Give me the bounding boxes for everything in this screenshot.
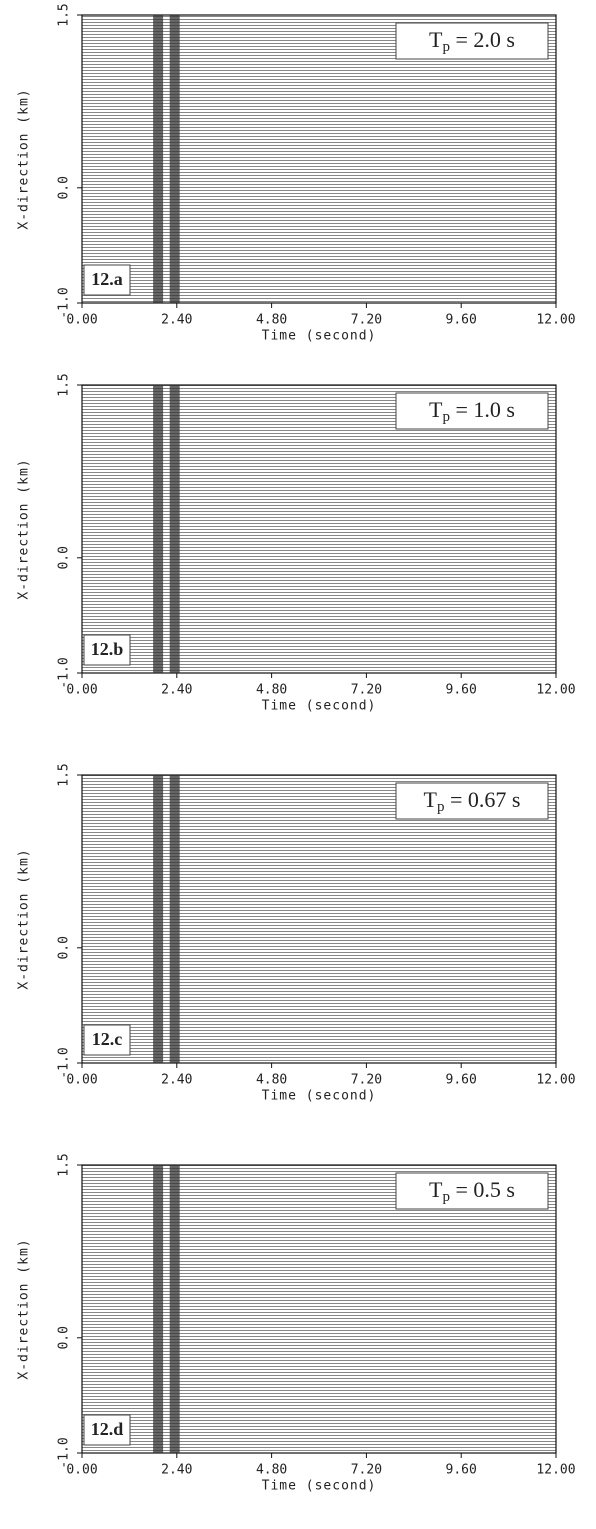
x-tick-label: 2.40 xyxy=(161,1073,192,1088)
y-tick-label: -1.0 xyxy=(57,287,72,318)
x-tick-label: 0.00 xyxy=(66,1463,97,1478)
annotation-rest: = 1.0 s xyxy=(450,397,515,422)
annotation-rest: = 0.67 s xyxy=(444,787,520,812)
panel-label-box xyxy=(83,264,131,296)
x-tick-label: 12.00 xyxy=(536,1073,575,1088)
x-tick-label: 2.40 xyxy=(161,1463,192,1478)
panel-label: 12.a xyxy=(91,269,123,289)
arrival-band xyxy=(153,1165,164,1453)
panel-label: 12.d xyxy=(91,1419,124,1439)
annotation: Tp = 0.5 s xyxy=(429,1177,515,1205)
panel: 0.00 2.40 4.80 7.20 9.60 12.00 -1.0 0.0 1.5 Time … xyxy=(17,763,576,1103)
x-tick-label: 12.00 xyxy=(536,1463,575,1478)
x-tick-label: 9.60 xyxy=(446,1463,477,1478)
x-tick-label: 12.00 xyxy=(536,313,575,328)
annotation-box xyxy=(395,22,549,60)
annotation-symbol: T xyxy=(424,787,438,812)
x-tick-label: 0.00 xyxy=(66,1073,97,1088)
panel: 0.00 2.40 4.80 7.20 9.60 12.00 -1.0 0.0 1.5 Time … xyxy=(17,373,576,713)
arrival-band xyxy=(169,775,180,1063)
x-tick-label: 4.80 xyxy=(256,683,287,698)
panel: 0.00 2.40 4.80 7.20 9.60 12.00 -1.0 0.0 1.5 Time … xyxy=(17,3,576,343)
x-tick-label: 2.40 xyxy=(161,313,192,328)
y-tick-label: -1.0 xyxy=(57,1437,72,1468)
y-tick-label: 0.0 xyxy=(57,176,72,199)
annotation: Tp = 0.67 s xyxy=(424,787,521,815)
x-tick-label: 7.20 xyxy=(351,683,382,698)
panel-label: 12.c xyxy=(92,1029,123,1049)
annotation-subscript: p xyxy=(437,799,445,815)
x-tick-label: 9.60 xyxy=(446,1073,477,1088)
x-tick-label: 7.20 xyxy=(351,313,382,328)
x-tick-label: 4.80 xyxy=(256,1463,287,1478)
x-tick-label: 2.40 xyxy=(161,683,192,698)
panel-label-box xyxy=(83,1414,131,1446)
y-tick-label: 1.5 xyxy=(57,1153,72,1176)
y-tick-label: 0.0 xyxy=(57,936,72,959)
annotation-box xyxy=(395,1172,549,1210)
arrival-band xyxy=(169,385,180,673)
x-axis-label: Time (second) xyxy=(262,329,377,344)
annotation-subscript: p xyxy=(442,409,450,425)
annotation-box xyxy=(395,782,549,820)
x-axis-label: Time (second) xyxy=(262,699,377,714)
annotation-symbol: T xyxy=(429,1177,443,1202)
x-tick-label: 4.80 xyxy=(256,313,287,328)
y-tick-label: 1.5 xyxy=(57,763,72,786)
y-axis-label: X-direction (km) xyxy=(17,458,32,599)
y-axis-label: X-direction (km) xyxy=(17,848,32,989)
y-tick-label: 0.0 xyxy=(57,1326,72,1349)
arrival-band xyxy=(169,1165,180,1453)
annotation: Tp = 2.0 s xyxy=(429,27,515,55)
x-tick-label: 0.00 xyxy=(66,313,97,328)
annotation-box xyxy=(395,392,549,430)
x-tick-label: 7.20 xyxy=(351,1073,382,1088)
y-tick-label: 1.5 xyxy=(57,3,72,26)
x-tick-label: 9.60 xyxy=(446,313,477,328)
y-axis-label: X-direction (km) xyxy=(17,88,32,229)
y-tick-label: 0.0 xyxy=(57,546,72,569)
arrival-band xyxy=(153,15,164,303)
x-tick-label: 0.00 xyxy=(66,683,97,698)
x-tick-label: 9.60 xyxy=(446,683,477,698)
panel: 0.00 2.40 4.80 7.20 9.60 12.00 -1.0 0.0 1.5 Time … xyxy=(17,1153,576,1493)
x-axis-label: Time (second) xyxy=(262,1479,377,1494)
annotation-symbol: T xyxy=(429,397,443,422)
y-tick-label: -1.0 xyxy=(57,657,72,688)
annotation-subscript: p xyxy=(442,39,450,55)
arrival-band xyxy=(169,15,180,303)
arrival-band xyxy=(153,385,164,673)
annotation-subscript: p xyxy=(442,1189,450,1205)
panel-label-box xyxy=(83,634,131,666)
x-tick-label: 4.80 xyxy=(256,1073,287,1088)
panel-label: 12.b xyxy=(91,639,124,659)
annotation-symbol: T xyxy=(429,27,443,52)
arrival-band xyxy=(153,775,164,1063)
y-tick-label: 1.5 xyxy=(57,373,72,396)
annotation-rest: = 0.5 s xyxy=(450,1177,515,1202)
annotation-rest: = 2.0 s xyxy=(450,27,515,52)
y-axis-label: X-direction (km) xyxy=(17,1238,32,1379)
y-tick-label: -1.0 xyxy=(57,1047,72,1078)
panel-label-box xyxy=(83,1024,131,1056)
x-tick-label: 7.20 xyxy=(351,1463,382,1478)
x-axis-label: Time (second) xyxy=(262,1089,377,1104)
annotation: Tp = 1.0 s xyxy=(429,397,515,425)
x-tick-label: 12.00 xyxy=(536,683,575,698)
